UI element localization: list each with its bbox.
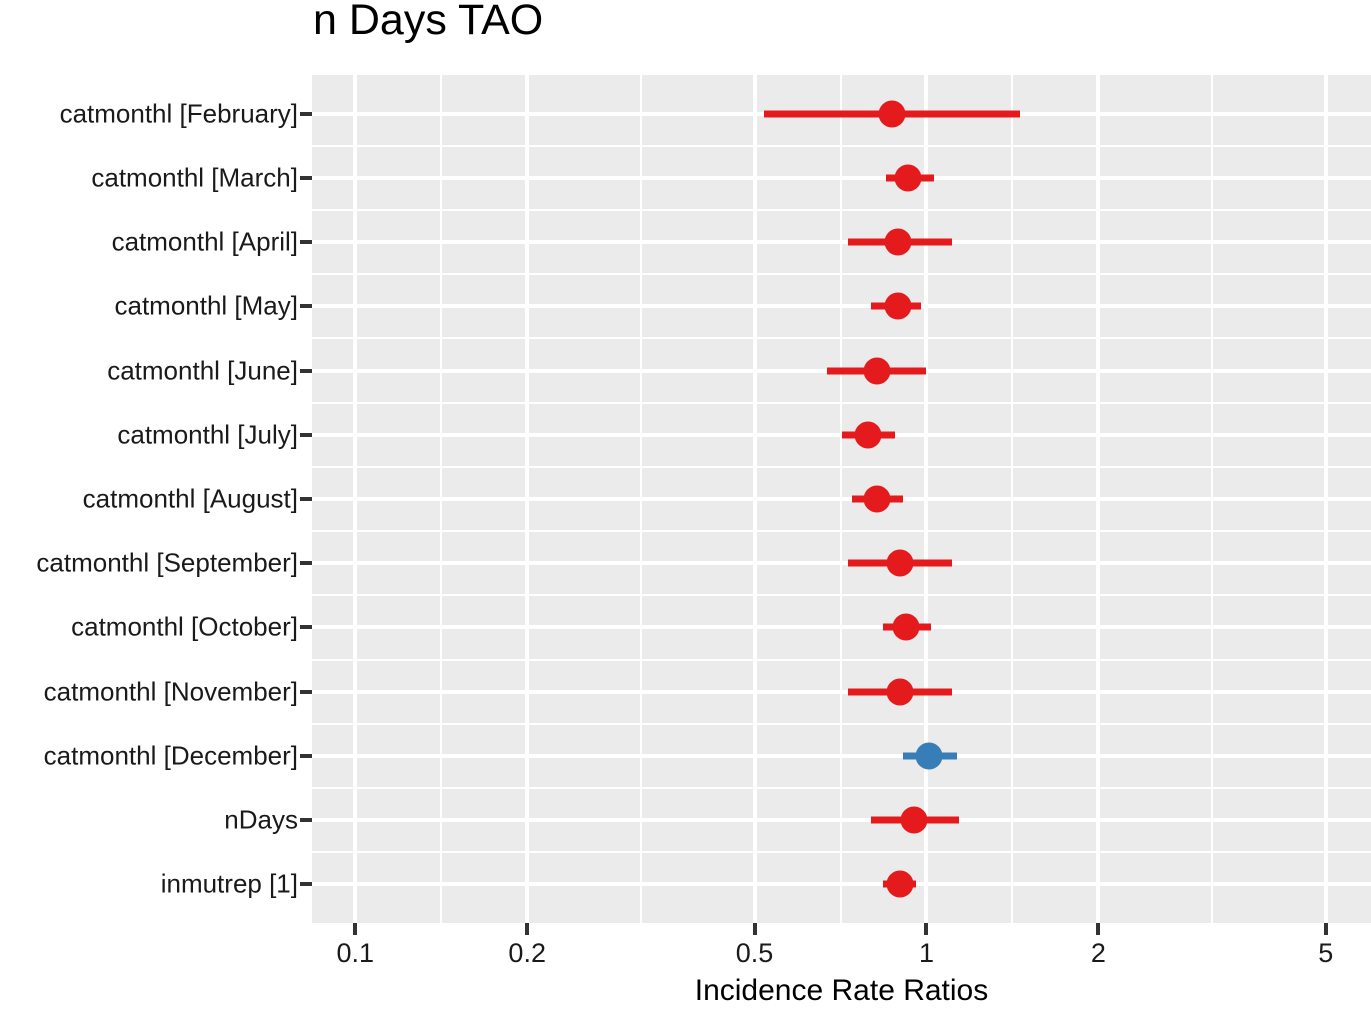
gridline-major-y <box>312 753 1371 758</box>
y-axis-tick <box>300 625 312 630</box>
estimate-point <box>878 100 906 128</box>
gridline-major-y <box>312 689 1371 694</box>
chart-title: n Days TAO <box>313 0 544 44</box>
y-axis-label: catmonthl [February] <box>59 98 298 129</box>
y-axis-label: catmonthl [July] <box>117 419 298 450</box>
y-axis-tick <box>300 818 312 823</box>
gridline-minor-y <box>312 465 1371 468</box>
y-axis-tick <box>300 111 312 116</box>
estimate-point <box>892 613 920 641</box>
x-axis-tick <box>525 923 530 935</box>
gridline-minor-y <box>312 144 1371 147</box>
x-axis-tick <box>752 923 757 935</box>
gridline-minor-y <box>312 722 1371 725</box>
estimate-point <box>886 870 914 898</box>
y-axis-tick <box>300 753 312 758</box>
y-axis-tick <box>300 882 312 887</box>
gridline-minor-y <box>312 594 1371 597</box>
gridline-major-y <box>312 561 1371 566</box>
gridline-minor-y <box>312 787 1371 790</box>
x-axis-tick-label: 0.1 <box>336 938 375 968</box>
gridline-major-y <box>312 882 1371 887</box>
estimate-point <box>854 421 882 449</box>
y-axis-label: catmonthl [March] <box>91 162 298 193</box>
gridline-major-y <box>312 240 1371 245</box>
x-axis-tick <box>1323 923 1328 935</box>
x-axis-tick <box>924 923 929 935</box>
estimate-point <box>863 485 891 513</box>
estimate-point <box>915 742 943 770</box>
x-axis-tick-label: 0.5 <box>735 938 774 968</box>
gridline-major-y <box>312 497 1371 501</box>
x-axis-tick-label: 0.2 <box>508 938 546 968</box>
gridline-minor-y <box>312 273 1371 276</box>
x-axis-tick-label: 1 <box>918 938 934 968</box>
x-axis-tick-label: 5 <box>1318 938 1334 968</box>
y-axis-label: nDays <box>224 804 298 835</box>
gridline-minor-y <box>312 208 1371 211</box>
y-axis-tick <box>300 368 312 373</box>
y-axis-tick <box>300 432 312 437</box>
gridline-major-y <box>312 304 1371 309</box>
y-axis-label: catmonthl [November] <box>43 676 298 707</box>
estimate-point <box>884 228 912 256</box>
estimate-point <box>886 549 914 577</box>
gridline-major-y <box>312 818 1371 823</box>
estimate-point <box>894 164 922 192</box>
gridline-major-y <box>312 432 1371 437</box>
y-axis-label: catmonthl [April] <box>111 226 298 257</box>
gridline-minor-y <box>312 530 1371 533</box>
y-axis-label: catmonthl [December] <box>43 740 298 771</box>
y-axis-label: inmutrep [1] <box>160 868 298 899</box>
gridline-minor-y <box>312 658 1371 661</box>
y-axis-tick <box>300 304 312 309</box>
gridline-minor-y <box>312 401 1371 404</box>
plot-panel <box>312 75 1371 923</box>
estimate-point <box>863 357 891 384</box>
estimate-point <box>900 806 928 834</box>
y-axis-tick <box>300 240 312 245</box>
y-axis-label: catmonthl [May] <box>114 290 298 321</box>
y-axis-tick <box>300 497 312 501</box>
y-axis-tick <box>300 175 312 180</box>
y-axis-tick <box>300 561 312 566</box>
gridline-major-y <box>312 625 1371 630</box>
gridline-minor-y <box>312 337 1371 340</box>
x-axis-title: Incidence Rate Ratios <box>694 974 989 1007</box>
x-axis-tick-label: 2 <box>1090 938 1106 968</box>
gridline-major-y <box>312 175 1371 180</box>
x-axis-tick <box>353 923 358 935</box>
y-axis-label: catmonthl [October] <box>71 611 298 642</box>
y-axis-label: catmonthl [September] <box>36 547 298 578</box>
y-axis-label: catmonthl [August] <box>82 483 298 514</box>
y-axis-tick <box>300 689 312 694</box>
x-axis-tick <box>1096 923 1101 935</box>
y-axis-label: catmonthl [June] <box>107 355 298 385</box>
estimate-point <box>884 292 912 320</box>
gridline-minor-y <box>312 851 1371 854</box>
estimate-point <box>886 678 914 706</box>
